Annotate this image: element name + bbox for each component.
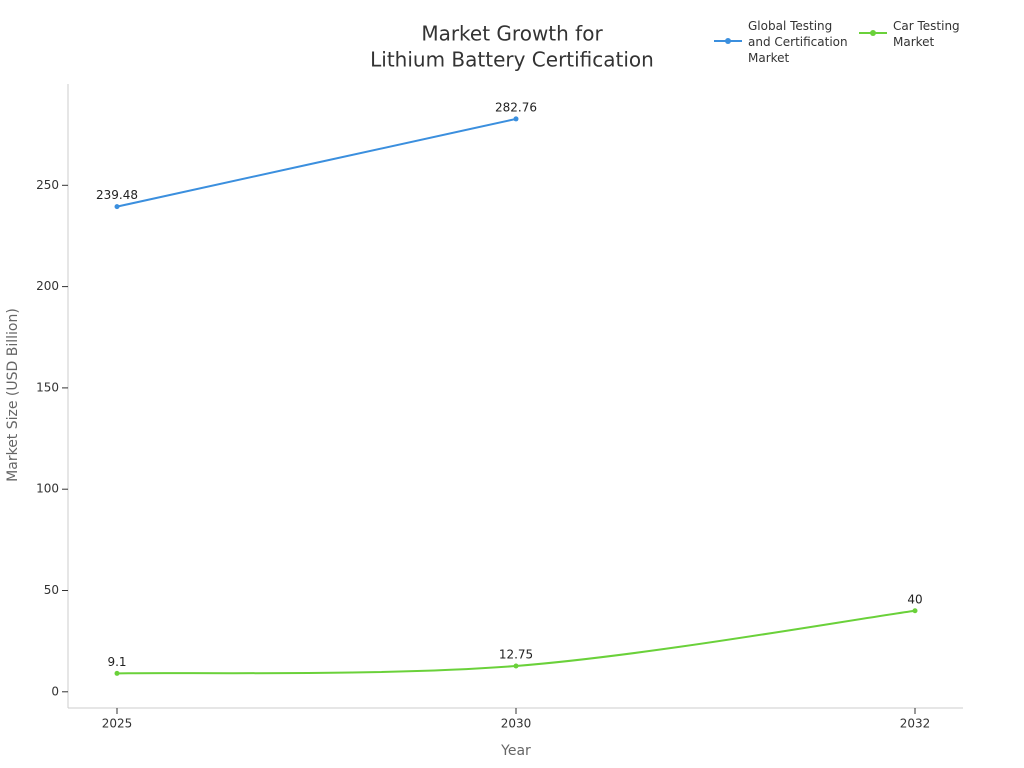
x-tick-label: 2025 (102, 717, 133, 731)
chart-title: Market Growth for (421, 22, 603, 46)
data-label: 12.75 (499, 647, 533, 661)
x-tick-label: 2032 (900, 717, 931, 731)
data-label: 239.48 (96, 188, 138, 202)
y-tick-label: 50 (44, 583, 59, 597)
data-point (114, 670, 120, 676)
y-tick-label: 250 (36, 178, 59, 192)
legend-item[interactable]: Global Testing and Certification Market (714, 18, 854, 66)
data-point (114, 204, 120, 210)
chart-title: Lithium Battery Certification (370, 48, 654, 72)
x-axis-label: Year (500, 743, 531, 759)
y-tick-label: 0 (51, 684, 59, 698)
y-axis-label: Market Size (USD Billion) (5, 308, 21, 482)
data-label: 40 (907, 592, 922, 606)
data-point (513, 663, 519, 669)
x-tick-label: 2030 (501, 717, 532, 731)
series-line (116, 117, 517, 208)
y-tick-label: 100 (36, 482, 59, 496)
data-point (513, 116, 519, 122)
data-point (912, 608, 918, 614)
legend-label: Car Testing Market (893, 19, 960, 49)
y-tick-label: 150 (36, 380, 59, 394)
legend-swatch (859, 30, 887, 36)
data-label: 9.1 (107, 655, 126, 669)
legend-item[interactable]: Car Testing Market (859, 18, 963, 50)
legend-label: Global Testing and Certification Market (748, 19, 848, 65)
y-tick-label: 200 (36, 279, 59, 293)
legend-swatch (714, 38, 742, 44)
data-label: 282.76 (495, 100, 537, 114)
